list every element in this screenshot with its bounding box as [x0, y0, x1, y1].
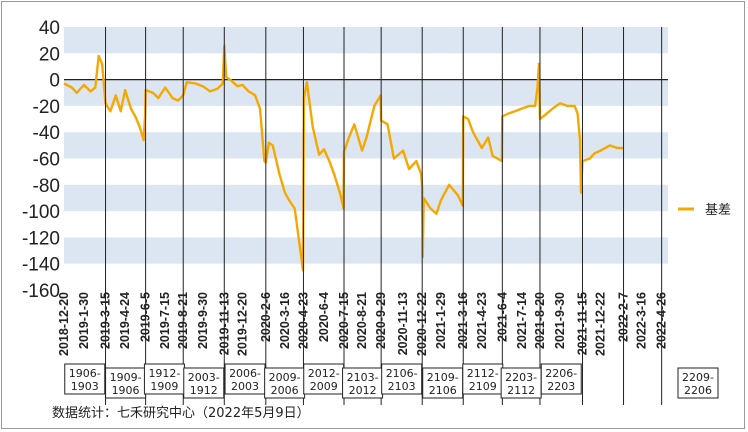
plot-band: [64, 184, 668, 212]
contract-box: [303, 363, 345, 395]
x-tick-label: 2020-8-21: [355, 292, 369, 349]
contract-box-label: 2003-: [188, 371, 220, 384]
contract-box: [342, 367, 384, 399]
contract-box-label: 2206: [684, 384, 712, 397]
contract-box-label: 1903: [71, 380, 99, 393]
contract-box-label: 2009-: [269, 371, 301, 384]
series-line-basis: [63, 44, 624, 272]
y-tick-label: -20: [33, 97, 60, 118]
y-tick-label: -140: [22, 255, 60, 276]
y-tick-label: 20: [39, 44, 60, 65]
contract-box-label: 1912-: [148, 367, 180, 380]
legend: 基差: [678, 203, 731, 218]
x-tick-label: 2021-12-22: [594, 292, 608, 356]
contract-box-label: 2012: [349, 384, 377, 397]
roll-dividers: [105, 27, 663, 405]
contract-box-label: 2103: [388, 380, 416, 393]
contract-box: [381, 363, 423, 395]
contract-box-label: 2203: [547, 380, 575, 393]
contract-box: [677, 367, 719, 399]
x-tick-label: 2021-9-30: [553, 292, 567, 349]
x-tick-label: 2021-7-14: [515, 292, 529, 349]
contract-boxes: 1906-1903 1909-1906 1912-1909 2003-1912 2006…: [64, 363, 719, 399]
x-tick-label: 2021-1-29: [434, 292, 448, 349]
contract-box-label: 2006-: [229, 367, 261, 380]
contract-box-label: 2012-: [308, 367, 340, 380]
contract-box-label: 2106-: [386, 367, 418, 380]
x-tick-label: 2020-11-13: [396, 292, 410, 355]
contract-box-label: 2006: [271, 384, 299, 397]
x-tick-label: 2019-9-30: [196, 292, 210, 349]
y-tick-label: -40: [33, 123, 60, 144]
contract-box: [143, 363, 185, 395]
contract-box-label: 2103-: [347, 371, 379, 384]
plot-band: [64, 237, 668, 264]
contract-box: [64, 363, 106, 395]
plot-band: [64, 79, 668, 106]
x-tick-label: 2020-3-16: [278, 292, 292, 349]
contract-box-label: 1909: [150, 380, 178, 393]
x-tick-label: 2019-1-30: [77, 292, 91, 349]
plot-band: [64, 27, 668, 54]
y-tick-label: -120: [22, 228, 60, 249]
plot-bands: [64, 27, 668, 264]
contract-box-label: 2206-: [545, 367, 577, 380]
contract-box-label: 2003: [231, 380, 259, 393]
x-tick-label: 2019-4-24: [118, 292, 132, 349]
contract-box-label: 1912: [190, 384, 218, 397]
contract-box-label: 2209-: [682, 371, 714, 384]
series-group: [63, 44, 624, 272]
y-tick-label: -60: [33, 150, 60, 171]
x-tick-label: 2021-4-23: [475, 292, 489, 349]
contract-box-label: 2112-: [467, 367, 499, 380]
y-tick-label: -80: [33, 176, 60, 197]
legend-label: 基差: [705, 203, 731, 218]
contract-box-label: 2112: [507, 384, 535, 397]
x-tick-label: 2020-6-4: [317, 292, 331, 342]
x-axis: 2018-12-20 2019-1-30 2019-3-15 2019-4-24 201…: [57, 292, 669, 356]
x-tick-label: 2019-12-20: [235, 292, 249, 356]
contract-box-label: 1909-: [110, 371, 142, 384]
contract-box-label: 2203-: [505, 371, 537, 384]
contract-box-label: 1906-: [69, 367, 101, 380]
x-tick-label: 2018-12-20: [57, 292, 71, 356]
contract-box-label: 2009: [310, 380, 338, 393]
contract-box-label: 2109-: [427, 371, 459, 384]
contract-box: [540, 363, 582, 395]
contract-box-label: 2106: [429, 384, 457, 397]
contract-box: [183, 367, 225, 399]
contract-box: [105, 367, 147, 399]
y-tick-label: -160: [22, 281, 60, 302]
contract-box-label: 1906: [112, 384, 140, 397]
x-tick-label: 2022-3-16: [635, 292, 649, 349]
y-tick-label: 0: [49, 71, 60, 92]
x-tick-label: 2019-7-15: [158, 292, 172, 349]
y-tick-label: -100: [22, 202, 60, 223]
y-tick-label: 40: [39, 18, 60, 39]
y-axis: 40 20 0 -20 -40 -60 -80 -100 -120 -140 -160: [22, 18, 60, 302]
data-source-note: 数据统计：七禾研究中心（2022年5月9日）: [52, 406, 310, 421]
contract-box-label: 2109: [469, 380, 497, 393]
